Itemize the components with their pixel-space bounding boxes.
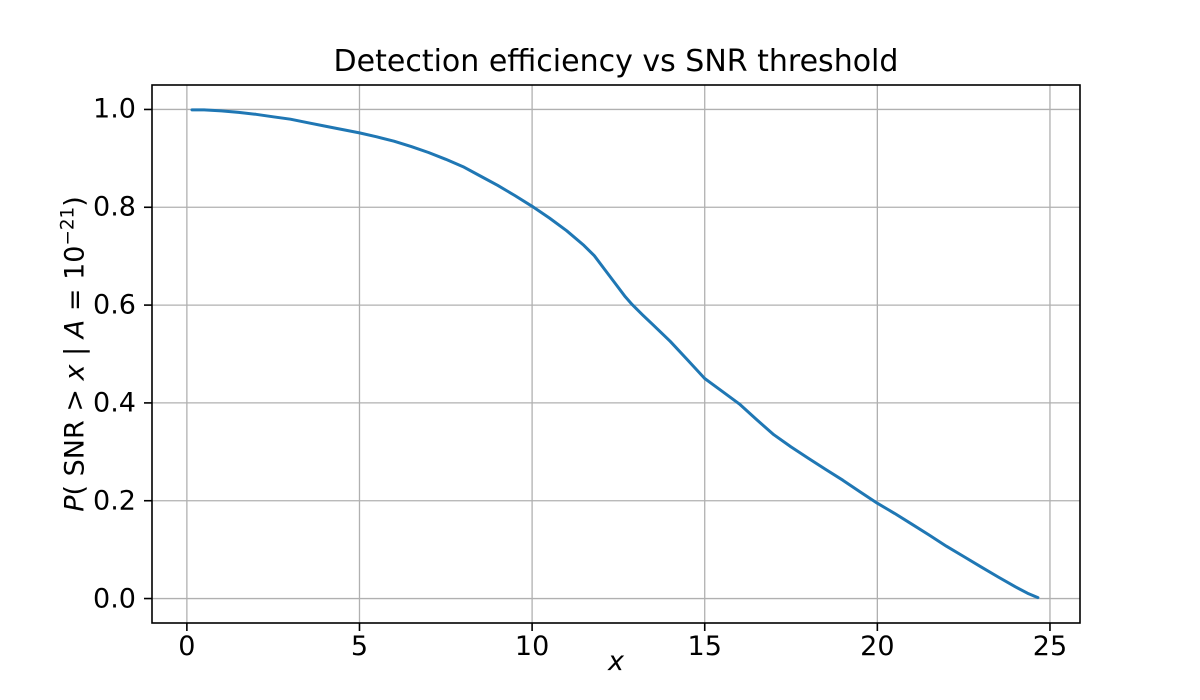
y-tick-label: 0.0	[93, 583, 136, 615]
y-axis-label-part: >	[59, 380, 91, 412]
y-axis-label-part: ( SNR	[59, 411, 91, 496]
y-tick-label: 1.0	[93, 93, 136, 125]
y-axis-label-part: A	[59, 319, 91, 339]
x-tick-label: 5	[350, 631, 369, 662]
y-tick-label: 0.6	[93, 289, 136, 321]
y-axis-label: P( SNR > x | A = 10−21)	[57, 196, 91, 512]
y-axis-label-part: x	[59, 364, 91, 381]
chart-title: Detection efficiency vs SNR threshold	[333, 44, 899, 79]
y-axis-label-part: = 10	[59, 245, 91, 320]
x-tick-label: 10	[514, 631, 550, 662]
y-tick-label: 0.4	[93, 387, 136, 419]
y-tick-label: 0.2	[93, 485, 136, 517]
x-tick-label: 25	[1032, 631, 1068, 662]
x-tick-label: 0	[178, 631, 196, 662]
x-tick-label: 15	[687, 631, 722, 662]
series-curve-detection-efficiency	[190, 108, 1040, 600]
x-axis-label: x	[608, 646, 624, 677]
y-axis-label-part: )	[59, 196, 91, 207]
y-axis-label-exponent: −21	[57, 206, 79, 246]
plot-area	[144, 84, 1081, 631]
y-axis-label-part: |	[59, 338, 91, 365]
y-axis-label-part: P	[59, 495, 91, 512]
plot-svg	[144, 84, 1081, 631]
y-tick-label: 0.8	[93, 191, 136, 223]
x-tick-label: 20	[860, 631, 895, 662]
axes-spines	[151, 84, 1081, 624]
